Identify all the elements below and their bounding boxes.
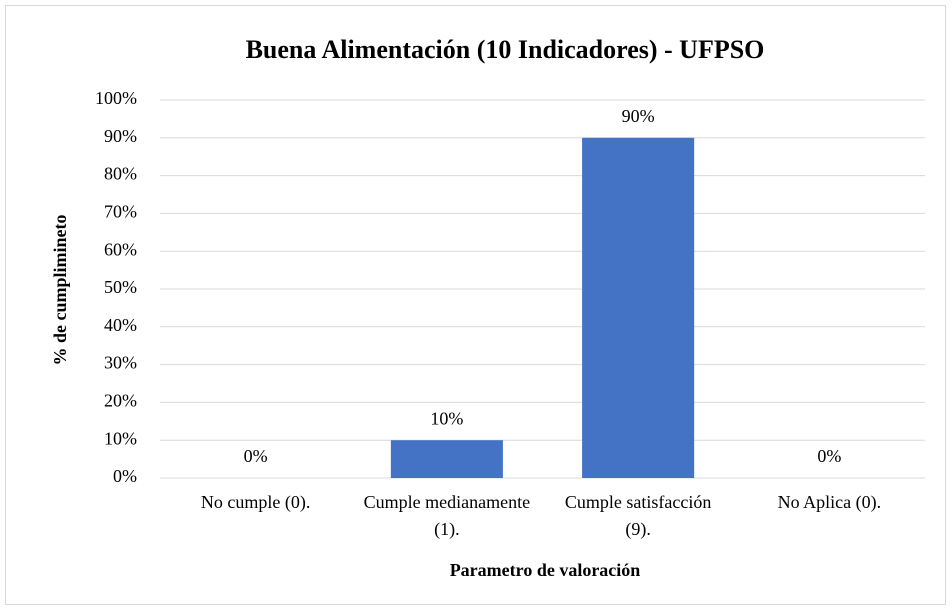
y-tick-label: 100% [95, 88, 137, 108]
x-tick-label: Cumple satisfacción (9). [564, 492, 712, 539]
y-tick-label: 0% [113, 466, 137, 486]
bar [390, 440, 503, 478]
chart-border [5, 5, 946, 605]
y-tick-label: 90% [104, 126, 137, 146]
data-label: 0% [817, 446, 841, 466]
x-tick-label: Cumple medianamente (1). [363, 492, 531, 539]
y-tick-label: 60% [104, 239, 137, 259]
y-tick-label: 70% [104, 202, 137, 222]
bar [582, 137, 695, 479]
y-tick-label: 10% [104, 428, 137, 448]
x-tick-label: No Aplica (0). [777, 492, 882, 512]
y-axis-title: % de cumplimineto [50, 215, 70, 366]
x-axis-title: Parametro de valoración [450, 560, 641, 580]
x-tick-label: No cumple (0). [200, 492, 311, 512]
y-tick-label: 80% [104, 164, 137, 184]
y-tick-label: 40% [104, 315, 137, 335]
data-label: 10% [430, 408, 463, 428]
data-label: 90% [622, 106, 655, 126]
y-tick-label: 30% [104, 353, 137, 373]
chart-title: Buena Alimentación (10 Indicadores) - UF… [246, 35, 765, 64]
y-tick-label: 20% [104, 391, 137, 411]
data-label: 0% [244, 446, 268, 466]
y-tick-label: 50% [104, 277, 137, 297]
